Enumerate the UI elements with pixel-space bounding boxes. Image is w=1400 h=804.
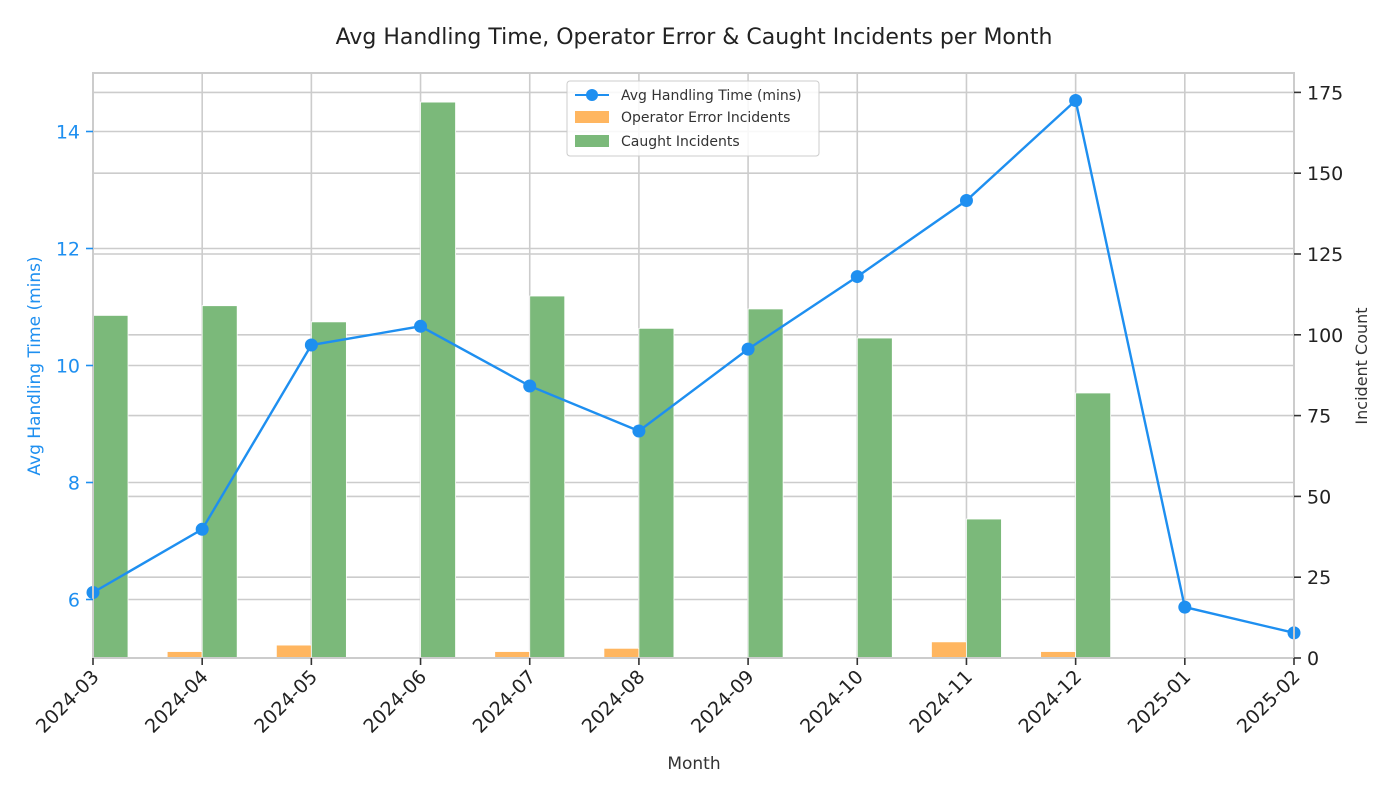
bar-caught-incidents — [856, 337, 893, 659]
x-axis-label: Month — [667, 754, 720, 774]
handling-time-point — [1178, 600, 1192, 614]
right-tick-label: 75 — [1307, 406, 1331, 428]
right-axis-label: Incident Count — [1352, 307, 1371, 424]
handling-time-point — [632, 424, 646, 438]
legend-label-caught: Caught Incidents — [621, 134, 740, 150]
left-axis-label: Avg Handling Time (mins) — [25, 256, 45, 475]
bar-caught-incidents — [966, 518, 1002, 659]
bar-operator-error — [931, 641, 967, 659]
right-tick-label: 175 — [1307, 82, 1343, 104]
right-axis-ticks: 0 25 50 75 100 125 150 175 — [1294, 82, 1343, 670]
right-tick-label: 50 — [1307, 486, 1331, 508]
handling-time-point — [959, 194, 973, 208]
right-tick-label: 100 — [1307, 325, 1343, 347]
legend: Avg Handling Time (mins) Operator Error … — [566, 80, 820, 157]
left-axis-ticks: 6 8 10 12 14 — [56, 122, 93, 612]
line-series — [86, 93, 1301, 640]
legend-label-handling-time: Avg Handling Time (mins) — [621, 88, 802, 104]
legend-swatch-operator-error — [575, 111, 609, 123]
bar-caught-incidents — [201, 305, 238, 659]
legend-swatch-caught — [575, 135, 609, 147]
handling-time-point — [741, 342, 755, 356]
left-tick-label: 12 — [56, 239, 80, 261]
handling-time-point — [195, 522, 209, 536]
legend-marker-swatch — [586, 89, 598, 101]
bar-caught-incidents — [747, 308, 784, 659]
right-tick-label: 150 — [1307, 163, 1343, 185]
right-tick-label: 125 — [1307, 244, 1343, 266]
chart-title: Avg Handling Time, Operator Error & Caug… — [336, 25, 1053, 50]
bar-caught-incidents — [92, 315, 129, 659]
handling-time-point — [414, 319, 428, 333]
right-tick-label: 0 — [1307, 648, 1319, 670]
legend-box — [566, 80, 820, 157]
left-tick-label: 6 — [68, 590, 80, 612]
handling-time-point — [304, 338, 318, 352]
left-tick-label: 10 — [56, 356, 80, 378]
left-tick-label: 8 — [68, 473, 80, 495]
bar-caught-incidents — [529, 295, 566, 659]
bar-caught-incidents — [1075, 392, 1112, 659]
handling-time-line — [92, 98, 1295, 635]
bars — [92, 101, 1112, 659]
right-tick-label: 25 — [1307, 567, 1331, 589]
bar-caught-incidents — [310, 321, 347, 659]
bar-operator-error — [603, 647, 640, 659]
left-tick-label: 14 — [56, 122, 80, 144]
legend-label-operator-error: Operator Error Incidents — [621, 110, 790, 126]
handling-time-point — [523, 379, 537, 393]
bar-operator-error — [275, 644, 312, 659]
bar-caught-incidents — [420, 101, 456, 659]
handling-time-point — [850, 270, 864, 284]
handling-time-point — [1069, 93, 1083, 107]
bar-caught-incidents — [638, 327, 675, 659]
